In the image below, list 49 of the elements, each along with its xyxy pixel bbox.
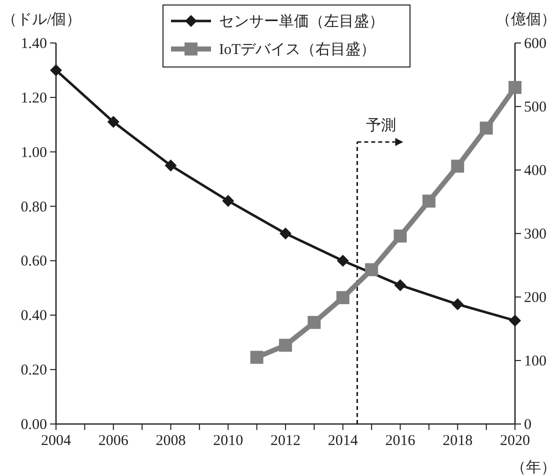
x-tick-label: 2018 [442,433,473,449]
y2-tick-label: 500 [524,100,546,116]
point [452,298,464,310]
legend-label: IoTデバイス（右目盛） [219,41,376,58]
point [394,230,407,243]
point [107,116,120,128]
y-tick-label: 1.40 [20,36,47,52]
x-tick-label: 2012 [270,433,300,449]
x-tick-label: 2020 [500,433,530,449]
x-tick-label: 2004 [41,433,72,449]
x-tick-label: 2006 [98,433,129,449]
x-tick-label: 2014 [328,433,358,449]
point [365,263,378,276]
ref-line-label: 予測 [366,117,396,134]
point [509,314,521,327]
point [50,64,62,76]
y-tick-label: 0.80 [20,199,47,216]
x-tick-label: 2008 [156,433,186,449]
y2-tick-label: 200 [524,290,546,306]
y-tick-label: 0.20 [20,362,47,379]
x-tick-label: 2010 [213,433,244,449]
y-tick-label: 0.60 [20,254,47,270]
point [280,228,292,240]
y-axis-title: （ドル/個） [2,12,82,28]
point [279,338,292,352]
y-tick-label: 0.00 [20,417,47,433]
point [394,279,406,292]
point [451,160,464,173]
point [508,80,522,94]
point [336,254,349,267]
y2-tick-label: 0 [524,417,532,433]
point [480,122,493,135]
x-axis-title: （年） [511,459,556,476]
point [164,159,177,172]
point [422,194,436,208]
point [308,316,321,329]
y2-tick-label: 400 [524,163,546,179]
x-tick-label: 2016 [385,433,416,449]
legend-label: センサー単価（左目盛） [219,13,384,30]
point [222,194,234,207]
point [250,350,264,364]
y2-tick-label: 600 [524,36,546,52]
y2-axis-title: （億個） [496,11,556,28]
y-tick-label: 1.20 [20,90,47,106]
y-tick-label: 1.00 [20,144,47,161]
y-tick-label: 0.40 [20,308,47,324]
y2-tick-label: 100 [524,354,546,370]
y2-tick-label: 300 [524,226,546,242]
point [336,291,350,304]
